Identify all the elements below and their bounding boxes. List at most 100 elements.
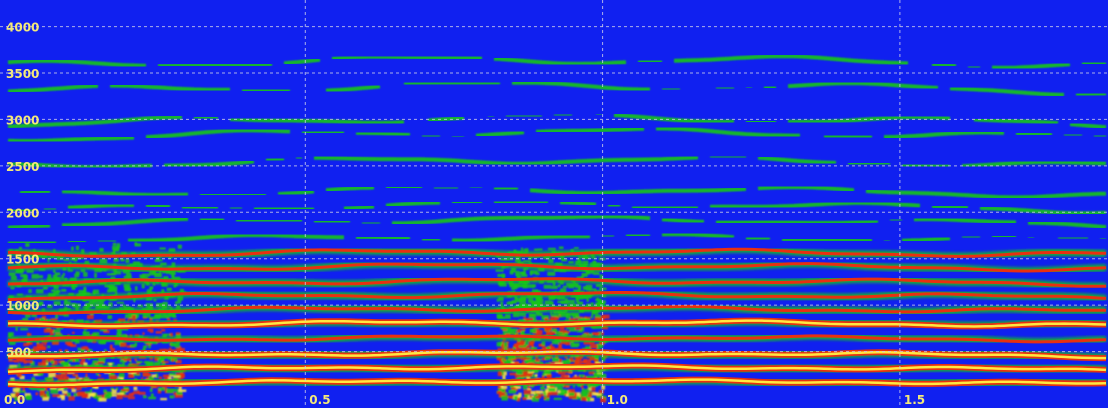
noise-dot bbox=[553, 310, 560, 314]
noise-dot bbox=[544, 300, 551, 306]
noise-dot bbox=[111, 272, 117, 276]
noise-dot bbox=[573, 281, 576, 284]
noise-dot bbox=[521, 247, 523, 253]
noise-dot bbox=[596, 373, 604, 378]
noise-dot bbox=[82, 306, 90, 309]
noise-dot bbox=[155, 331, 162, 334]
noise-dot bbox=[99, 258, 108, 264]
noise-dot bbox=[103, 330, 110, 334]
noise-dot bbox=[523, 357, 531, 360]
noise-dot bbox=[540, 386, 545, 390]
noise-dot bbox=[44, 360, 49, 365]
noise-dot bbox=[525, 339, 531, 342]
noise-dot bbox=[23, 342, 29, 347]
noise-dot bbox=[497, 273, 506, 278]
noise-dot bbox=[535, 390, 543, 394]
noise-dot bbox=[83, 292, 90, 296]
noise-dot bbox=[551, 301, 554, 305]
noise-dot bbox=[502, 375, 506, 380]
noise-dot bbox=[177, 299, 182, 304]
noise-dot bbox=[146, 289, 151, 295]
noise-dot bbox=[550, 391, 558, 396]
noise-dot bbox=[523, 356, 527, 361]
noise-dot bbox=[117, 330, 122, 335]
noise-dot bbox=[173, 392, 179, 395]
noise-dot bbox=[515, 257, 521, 263]
noise-dot bbox=[587, 386, 593, 391]
noise-dot bbox=[552, 340, 556, 345]
harmonic-band bbox=[7, 54, 1107, 70]
noise-dot bbox=[53, 269, 56, 273]
noise-dot bbox=[590, 343, 598, 349]
noise-dot bbox=[47, 345, 51, 349]
noise-dot bbox=[44, 341, 47, 346]
noise-dot bbox=[583, 332, 589, 335]
harmonic-band bbox=[7, 214, 1107, 230]
noise-dot bbox=[568, 261, 574, 264]
noise-dot bbox=[114, 342, 122, 346]
noise-dot bbox=[598, 390, 604, 394]
noise-dot bbox=[133, 298, 136, 303]
noise-dot bbox=[526, 284, 535, 288]
noise-dot bbox=[171, 358, 174, 362]
harmonic-band bbox=[7, 80, 1107, 97]
noise-dot bbox=[506, 301, 513, 305]
noise-dot bbox=[128, 396, 135, 400]
noise-dot bbox=[547, 247, 556, 251]
noise-dot bbox=[584, 393, 589, 396]
noise-dot bbox=[169, 395, 175, 399]
noise-dot bbox=[516, 370, 521, 375]
noise-dot bbox=[517, 340, 524, 346]
noise-dot bbox=[569, 357, 574, 362]
noise-dot bbox=[546, 331, 554, 336]
noise-dot bbox=[128, 393, 134, 397]
noise-dot bbox=[524, 373, 530, 377]
noise-dot bbox=[588, 371, 595, 375]
noise-dot bbox=[61, 395, 65, 401]
noise-dot bbox=[51, 329, 54, 332]
noise-dot bbox=[133, 391, 140, 395]
noise-dot bbox=[528, 373, 533, 377]
noise-dot bbox=[134, 358, 137, 361]
noise-dot bbox=[166, 388, 174, 393]
noise-dot bbox=[591, 256, 597, 259]
noise-dot bbox=[101, 340, 107, 344]
noise-dot bbox=[523, 248, 527, 252]
noise-dot bbox=[541, 315, 549, 320]
noise-dot bbox=[172, 313, 176, 318]
noise-dot bbox=[14, 360, 20, 363]
noise-dot bbox=[68, 293, 74, 296]
noise-dot bbox=[569, 318, 576, 321]
noise-dot bbox=[50, 389, 59, 394]
noise-dot bbox=[559, 329, 567, 333]
noise-dot bbox=[591, 309, 599, 315]
noise-dot bbox=[154, 258, 160, 262]
noise-dot bbox=[110, 344, 113, 350]
noise-dot bbox=[167, 318, 171, 321]
noise-dot bbox=[36, 289, 44, 294]
noise-dot bbox=[587, 397, 591, 402]
noise-dot bbox=[175, 301, 178, 305]
noise-dot bbox=[582, 286, 587, 290]
noise-dot bbox=[54, 272, 61, 276]
noise-dot bbox=[565, 298, 568, 303]
noise-dot bbox=[78, 290, 87, 295]
noise-dot bbox=[575, 284, 579, 289]
noise-dot bbox=[171, 262, 176, 267]
noise-dot bbox=[594, 373, 597, 378]
noise-dot bbox=[509, 372, 517, 376]
noise-dot bbox=[599, 344, 603, 349]
harmonic-band bbox=[7, 289, 1107, 304]
noise-dot bbox=[521, 373, 527, 377]
noise-dot bbox=[89, 299, 97, 303]
noise-dot bbox=[548, 295, 555, 300]
noise-dot bbox=[120, 357, 127, 360]
noise-dot bbox=[173, 375, 181, 378]
noise-dot bbox=[52, 274, 58, 279]
noise-dot bbox=[104, 306, 110, 310]
noise-dot bbox=[149, 286, 154, 290]
noise-dot bbox=[81, 393, 89, 398]
noise-dot bbox=[538, 394, 544, 397]
noise-dot bbox=[530, 270, 538, 275]
noise-dot bbox=[168, 376, 172, 380]
